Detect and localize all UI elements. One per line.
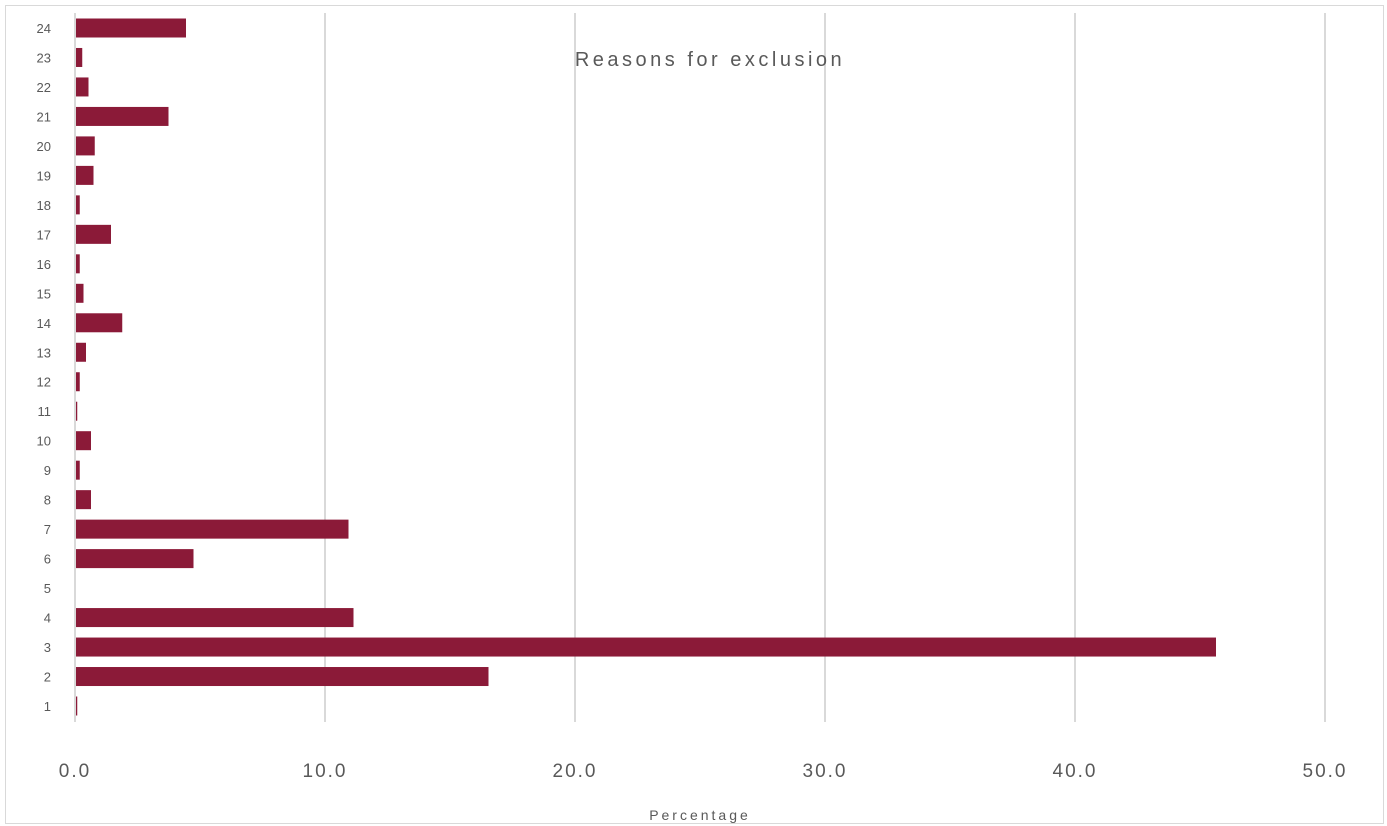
bar-10	[76, 431, 91, 451]
y-tick-label: 3	[44, 640, 51, 655]
bar-21	[76, 106, 169, 126]
y-tick-label: 13	[37, 345, 51, 360]
gridlines	[74, 13, 1326, 722]
x-axis-tick-labels: 0.0 10.0 20.0 30.0 40.0 50.0	[59, 761, 1348, 782]
bar-1	[76, 696, 78, 716]
x-tick-label: 20.0	[553, 761, 598, 782]
y-tick-label: 24	[37, 21, 51, 36]
y-tick-label: 9	[44, 463, 51, 478]
bar-18	[76, 195, 80, 215]
bar-11	[76, 401, 78, 421]
bar-2	[76, 667, 489, 687]
bar-15	[76, 283, 84, 303]
y-tick-label: 14	[37, 316, 51, 331]
bars	[76, 18, 1216, 716]
y-tick-label: 20	[37, 139, 51, 154]
y-tick-label: 16	[37, 257, 51, 272]
y-tick-label: 2	[44, 670, 51, 685]
bar-14	[76, 313, 123, 333]
y-tick-label: 22	[37, 80, 51, 95]
bar-9	[76, 460, 80, 480]
bar-19	[76, 165, 94, 185]
y-tick-label: 19	[37, 168, 51, 183]
y-tick-label: 10	[37, 434, 51, 449]
y-tick-label: 11	[38, 404, 52, 419]
bar-20	[76, 136, 95, 156]
y-tick-label: 23	[37, 50, 51, 65]
y-tick-label: 21	[37, 109, 51, 124]
x-tick-label: 10.0	[303, 761, 348, 782]
bar-24	[76, 18, 186, 38]
y-tick-label: 15	[37, 286, 51, 301]
bar-8	[76, 490, 91, 510]
y-tick-label: 1	[44, 699, 51, 714]
y-tick-label: 12	[37, 375, 51, 390]
bar-22	[76, 77, 89, 97]
bar-6	[76, 549, 194, 569]
bar-4	[76, 608, 354, 628]
y-tick-label: 8	[44, 493, 51, 508]
y-tick-label: 18	[37, 198, 51, 213]
x-tick-label: 30.0	[803, 761, 848, 782]
bar-13	[76, 342, 86, 362]
bar-16	[76, 254, 80, 274]
x-tick-label: 50.0	[1303, 761, 1348, 782]
x-tick-label: 40.0	[1053, 761, 1098, 782]
bar-17	[76, 224, 111, 244]
x-tick-label: 0.0	[59, 761, 91, 782]
y-tick-label: 7	[44, 522, 51, 537]
chart-frame	[5, 5, 1384, 824]
y-tick-label: 4	[44, 611, 51, 626]
bar-7	[76, 519, 349, 539]
y-tick-label: 5	[44, 581, 51, 596]
y-tick-label: 17	[37, 227, 51, 242]
bar-3	[76, 637, 1216, 657]
bar-23	[76, 47, 83, 67]
chart-title: Reasons for exclusion	[575, 49, 845, 71]
x-axis-label: Percentage	[649, 807, 751, 823]
bar-12	[76, 372, 80, 392]
y-tick-label: 6	[44, 552, 51, 567]
